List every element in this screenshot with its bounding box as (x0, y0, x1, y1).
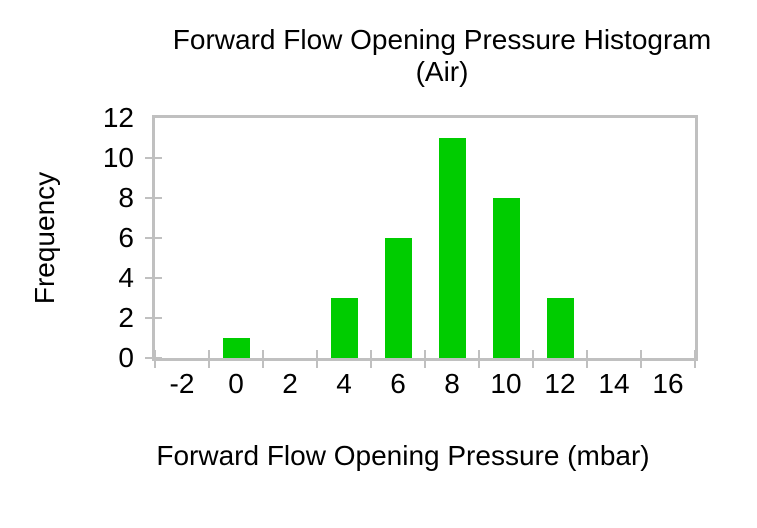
chart-title: Forward Flow Opening Pressure Histogram … (152, 24, 732, 88)
chart-title-line1: Forward Flow Opening Pressure Histogram (172, 24, 712, 55)
y-tick-mark (145, 357, 162, 359)
y-tick-mark (145, 197, 162, 199)
y-tick-mark (145, 157, 162, 159)
x-tick-mark (316, 350, 318, 368)
histogram-bar-x6 (384, 238, 412, 358)
x-tick-label-14: 14 (598, 368, 630, 399)
x-tick-mark (208, 350, 210, 368)
y-tick-label-2: 2 (118, 302, 134, 333)
x-tick-mark (586, 350, 588, 368)
histogram-bar-x12 (546, 298, 574, 358)
x-tick-label-2: 2 (282, 368, 298, 399)
x-tick-label-16: 16 (652, 368, 684, 399)
y-tick-label-6: 6 (118, 222, 134, 253)
x-tick-label-10: 10 (490, 368, 522, 399)
y-tick-label-8: 8 (118, 182, 134, 213)
y-tick-mark (145, 317, 162, 319)
x-tick-mark (640, 350, 642, 368)
y-tick-label-12: 12 (102, 102, 134, 133)
plot-area (152, 115, 698, 361)
x-tick-mark (532, 350, 534, 368)
x-tick-mark (154, 350, 156, 368)
x-tick-label-12: 12 (544, 368, 576, 399)
x-axis-title: Forward Flow Opening Pressure (mbar) (156, 440, 650, 471)
x-tick-mark (694, 350, 696, 368)
x-tick-mark (262, 350, 264, 368)
x-tick-label-4: 4 (336, 368, 352, 399)
chart-title-line2: (Air) (415, 56, 469, 87)
x-tick-label-6: 6 (390, 368, 406, 399)
x-tick-label-8: 8 (444, 368, 460, 399)
histogram-bar-x4 (330, 298, 358, 358)
histogram-bar-x8 (438, 138, 466, 358)
x-tick-mark (478, 350, 480, 368)
y-tick-label-4: 4 (118, 262, 134, 293)
y-tick-label-10: 10 (102, 142, 134, 173)
x-tick-mark (370, 350, 372, 368)
y-tick-label-0: 0 (118, 342, 134, 373)
y-tick-mark (145, 237, 162, 239)
x-tick-label-0: 0 (228, 368, 244, 399)
y-tick-mark (145, 277, 162, 279)
histogram-bar-x10 (492, 198, 520, 358)
x-tick-label--2: -2 (169, 368, 195, 399)
y-axis-title: Frequency (29, 171, 60, 305)
histogram-bar-x0 (222, 338, 250, 358)
x-tick-mark (424, 350, 426, 368)
